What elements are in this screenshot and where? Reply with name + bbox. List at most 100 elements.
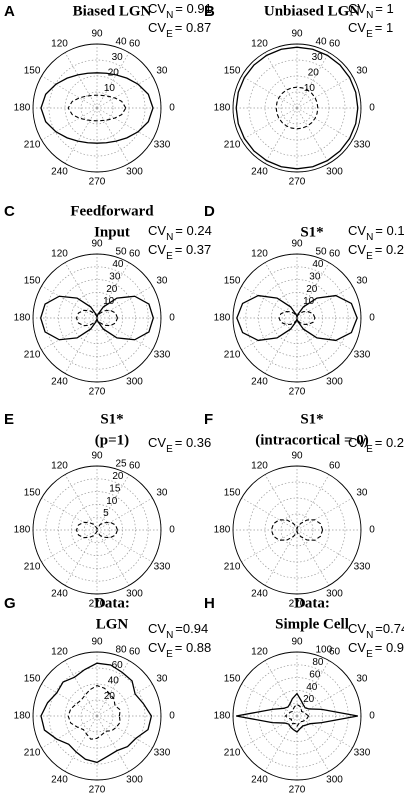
grid-spoke <box>296 683 353 717</box>
angle-label: 240 <box>51 167 68 178</box>
radial-tick-label: 20 <box>104 691 116 702</box>
annotation-label: CV <box>148 242 166 257</box>
annotation: CVN =0.94 <box>148 621 208 640</box>
grid-spoke <box>241 529 298 563</box>
grid-spoke <box>296 529 330 586</box>
grid-spoke <box>96 107 153 141</box>
angle-label: 0 <box>169 103 175 114</box>
grid-circle <box>245 664 349 768</box>
radial-tick-label: 30 <box>309 271 321 282</box>
grid-spoke <box>241 683 298 717</box>
annotation-text: = 0.16 <box>375 223 404 238</box>
angle-label: 150 <box>224 66 241 77</box>
angle-label: 270 <box>289 177 306 188</box>
grid-circle <box>280 91 314 125</box>
angle-label: 180 <box>214 525 231 536</box>
angle-label: 210 <box>224 140 241 151</box>
angle-label: 300 <box>326 167 343 178</box>
grid-circle <box>245 266 349 370</box>
annotation-text: = 0.22 <box>375 435 404 450</box>
annotation-text: = 0.37 <box>175 242 212 257</box>
angle-label: 30 <box>356 66 368 77</box>
angle-label: 120 <box>51 461 68 472</box>
outer-circle <box>232 253 362 383</box>
grid-spoke <box>296 497 353 531</box>
radial-tick-label: 40 <box>306 682 318 693</box>
angle-label: 240 <box>251 167 268 178</box>
annotation-sub: E <box>166 444 173 455</box>
grid-circle <box>258 279 336 357</box>
grid-spoke <box>296 660 330 717</box>
grid-spoke <box>41 715 98 749</box>
radial-tick-label: 30 <box>312 52 324 63</box>
annotation-sub: N <box>166 630 173 641</box>
grid-circle <box>280 513 314 547</box>
angle-label: 240 <box>251 589 268 600</box>
polar-line <box>40 662 153 764</box>
angle-label: 90 <box>91 637 103 648</box>
chart-title: Unbiased LGN <box>264 3 360 19</box>
angle-label: 330 <box>154 748 171 759</box>
grid-spoke <box>41 497 98 531</box>
angle-label: 120 <box>51 249 68 260</box>
polar-line <box>235 46 359 170</box>
panel-letter: C <box>4 203 15 220</box>
angle-label: 60 <box>329 461 341 472</box>
annotation-sub: E <box>366 649 373 660</box>
grid-circle <box>58 491 136 569</box>
annotation-sub: E <box>166 649 173 660</box>
angle-label: 330 <box>354 562 371 573</box>
panel-letter: H <box>204 595 215 612</box>
annotation: CVN = 0.91 <box>148 1 212 20</box>
annotation-text: =0.94 <box>175 621 208 636</box>
angle-label: 150 <box>24 66 41 77</box>
grid-circle <box>83 304 111 332</box>
radial-tick-label: 50 <box>315 247 327 258</box>
annotation-text: = 0.36 <box>175 435 212 450</box>
grid-spoke <box>96 75 153 109</box>
annotation-label: CV <box>348 435 366 450</box>
polar-line <box>236 692 358 733</box>
annotation-label: CV <box>348 242 366 257</box>
annotation: CVE = 1 <box>348 20 393 39</box>
outer-circle <box>32 465 162 595</box>
angle-label: 270 <box>89 599 106 610</box>
angle-label: 240 <box>51 775 68 786</box>
angle-label: 210 <box>224 748 241 759</box>
annotation-text: = 0.21 <box>375 242 404 257</box>
grid-spoke <box>96 497 153 531</box>
annotation-label: CV <box>148 1 166 16</box>
annotation-label: CV <box>348 223 366 238</box>
angle-label: 180 <box>214 313 231 324</box>
annotation-label: CV <box>348 1 366 16</box>
angle-label: 300 <box>126 377 143 388</box>
chart-title: Biased LGN <box>73 3 152 19</box>
angle-label: 60 <box>329 39 341 50</box>
polar-panel: DS1*CVN= 0.16CVE= 0.21030609012015018021… <box>204 203 404 398</box>
radial-tick-label: 20 <box>108 68 120 79</box>
annotation-sub: N <box>166 10 173 21</box>
polar-line <box>284 703 310 728</box>
angle-label: 30 <box>356 674 368 685</box>
angle-label: 210 <box>24 748 41 759</box>
grid-spoke <box>296 107 353 141</box>
radial-tick-label: 10 <box>103 296 115 307</box>
radial-tick-label: 20 <box>306 284 318 295</box>
outer-circle <box>32 651 162 781</box>
annotation-text: =0.74 <box>375 621 404 636</box>
grid-spoke <box>64 474 98 531</box>
annotation: CVE= 0.90 <box>348 640 404 659</box>
angle-label: 60 <box>329 647 341 658</box>
angle-label: 210 <box>24 140 41 151</box>
annotation: CVE = 0.88 <box>148 640 211 659</box>
angle-label: 240 <box>251 377 268 388</box>
outer-circle <box>32 253 162 383</box>
grid-spoke <box>264 474 298 531</box>
grid-circle <box>248 59 346 157</box>
angle-label: 300 <box>326 377 343 388</box>
